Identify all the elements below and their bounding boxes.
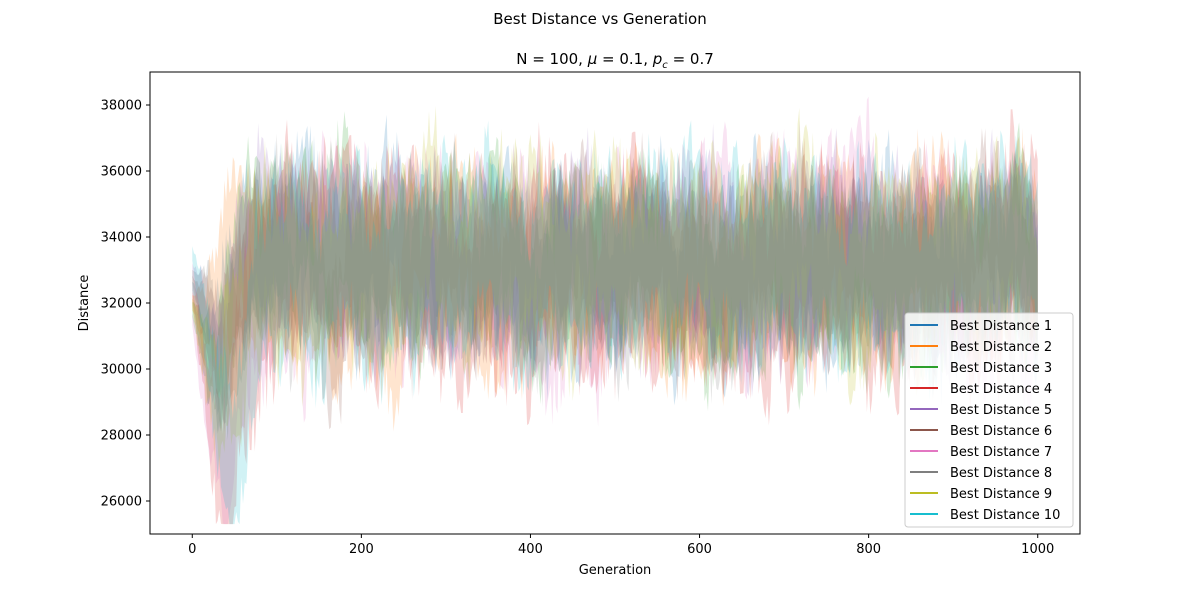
series-band-3: [192, 111, 1038, 433]
series-band-9: [192, 106, 1038, 471]
x-tick-label: 1000: [1021, 542, 1054, 557]
legend-label-4: Best Distance 4: [950, 382, 1052, 397]
series-band-7: [192, 96, 1038, 525]
legend-label-7: Best Distance 7: [950, 445, 1052, 460]
x-tick-label: 800: [856, 542, 881, 557]
series-band-6: [192, 128, 1038, 430]
legend-label-9: Best Distance 9: [950, 487, 1052, 502]
y-tick-label: 32000: [101, 297, 142, 312]
x-tick-label: 200: [349, 542, 374, 557]
series-layer: [192, 96, 1038, 525]
y-axis-label: Distance: [77, 275, 92, 332]
legend-label-2: Best Distance 2: [950, 340, 1052, 355]
series-band-5: [192, 120, 1038, 435]
x-tick-label: 0: [188, 542, 196, 557]
x-tick-label: 600: [687, 542, 712, 557]
series-band-4: [192, 109, 1038, 525]
figure-suptitle: Best Distance vs Generation: [493, 10, 706, 28]
legend-label-6: Best Distance 6: [950, 424, 1052, 439]
legend: Best Distance 1 Best Distance 2 Best Dista…: [904, 312, 1074, 528]
series-band-10: [192, 120, 1038, 525]
series-band-1: [192, 114, 1038, 416]
legend-label-8: Best Distance 8: [950, 466, 1052, 481]
series-band-2: [192, 127, 1038, 432]
x-axis: 0 200 400 600 800 1000: [188, 534, 1054, 557]
y-tick-label: 34000: [101, 231, 142, 246]
y-tick-label: 38000: [101, 99, 142, 114]
legend-label-3: Best Distance 3: [950, 361, 1052, 376]
legend-box: [904, 312, 1074, 528]
x-axis-label: Generation: [579, 563, 652, 578]
chart-title: N = 100, μ = 0.1, pc = 0.7: [516, 50, 714, 71]
y-tick-label: 30000: [101, 363, 142, 378]
legend-label-1: Best Distance 1: [950, 319, 1052, 334]
series-band-8: [192, 133, 1038, 441]
y-tick-label: 28000: [101, 429, 142, 444]
x-tick-label: 400: [518, 542, 543, 557]
legend-label-5: Best Distance 5: [950, 403, 1052, 418]
y-tick-label: 26000: [101, 495, 142, 510]
y-axis: 26000 28000 30000 32000 34000 36000 38000: [101, 99, 150, 510]
y-tick-label: 36000: [101, 165, 142, 180]
legend-label-10: Best Distance 10: [950, 508, 1060, 523]
